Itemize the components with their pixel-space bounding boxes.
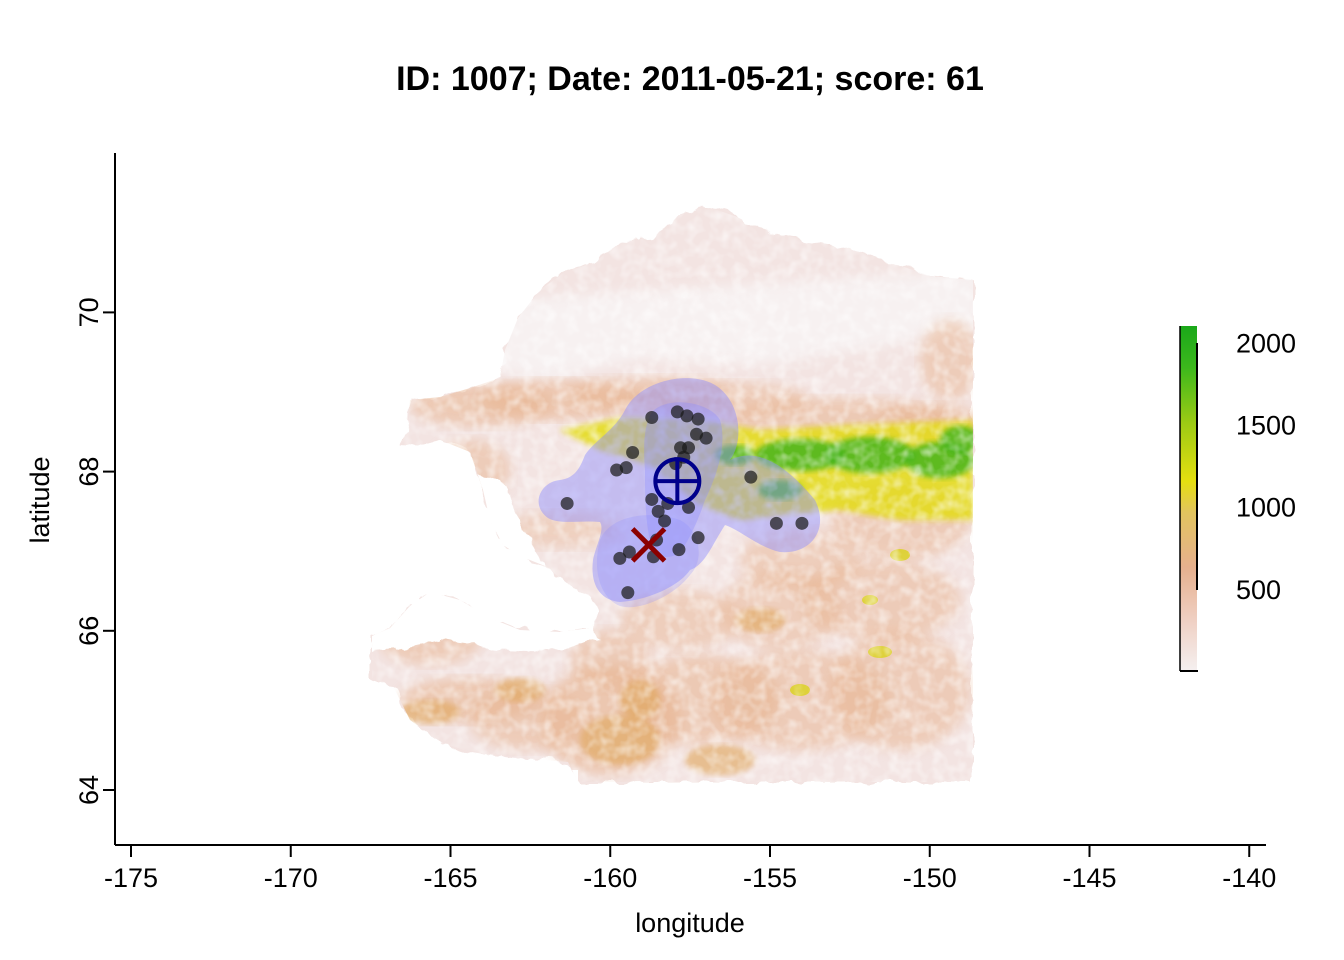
- colorbar-labels: 500 1000 1500 2000: [1236, 328, 1296, 604]
- y-ticks: 64 66 68 70: [74, 297, 115, 805]
- range-polygon-south: [596, 515, 699, 608]
- x-tick-label: -175: [104, 863, 158, 893]
- location-point: [621, 586, 635, 600]
- location-point: [651, 504, 665, 518]
- colorbar-tick-label: 1500: [1236, 411, 1296, 441]
- location-point: [691, 412, 705, 426]
- location-point: [795, 516, 809, 530]
- x-ticks: -175 -170 -165 -160 -155 -150 -145 -140: [104, 845, 1276, 893]
- x-tick-label: -145: [1062, 863, 1116, 893]
- colorbar-tick-label: 2000: [1236, 328, 1296, 358]
- x-tick-label: -140: [1222, 863, 1276, 893]
- y-tick-label: 70: [74, 297, 104, 327]
- location-point: [645, 492, 659, 506]
- y-tick-label: 68: [74, 457, 104, 487]
- x-tick-label: -155: [743, 863, 797, 893]
- axes: -175 -170 -165 -160 -155 -150 -145 -140 64 66 68 7…: [25, 153, 1276, 938]
- y-tick-label: 66: [74, 616, 104, 646]
- x-axis-title: longitude: [635, 908, 745, 938]
- location-point: [680, 409, 694, 423]
- x-tick-label: -160: [583, 863, 637, 893]
- location-point: [645, 410, 659, 424]
- norton-sound: [372, 590, 600, 650]
- y-tick-label: 64: [74, 775, 104, 805]
- colorbar-tick-label: 500: [1236, 575, 1281, 605]
- location-point: [691, 531, 705, 545]
- location-point: [682, 500, 696, 514]
- location-point: [610, 463, 624, 477]
- x-tick-label: -150: [903, 863, 957, 893]
- location-point: [744, 470, 758, 484]
- x-marker-stroke-b: [630, 527, 667, 563]
- x-tick-label: -165: [423, 863, 477, 893]
- location-point: [622, 545, 636, 559]
- chart-title: ID: 1007; Date: 2011-05-21; score: 61: [396, 60, 984, 98]
- map-markers: [630, 457, 702, 563]
- elevation-colorbar: 500 1000 1500 2000: [1179, 326, 1296, 672]
- range-polygon-outer: [538, 378, 821, 602]
- location-point: [613, 551, 627, 565]
- location-point: [672, 543, 686, 557]
- location-point: [658, 514, 672, 528]
- location-point: [626, 445, 640, 459]
- location-points: [560, 405, 809, 600]
- location-point: [769, 516, 783, 530]
- colorbar-tick-label: 1000: [1236, 493, 1296, 523]
- location-point: [560, 496, 574, 510]
- colorbar-ramp: [1180, 326, 1197, 671]
- x-tick-label: -170: [264, 863, 318, 893]
- location-point: [699, 431, 713, 445]
- y-axis-title: latitude: [25, 456, 55, 543]
